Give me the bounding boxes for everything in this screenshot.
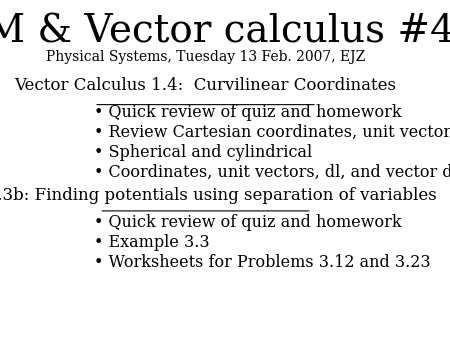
Text: • Review Cartesian coordinates, unit vectors, and dl: • Review Cartesian coordinates, unit vec… <box>94 124 450 141</box>
Text: Ch.3b: Finding potentials using separation of variables: Ch.3b: Finding potentials using separati… <box>0 187 437 204</box>
Text: EM & Vector calculus #4: EM & Vector calculus #4 <box>0 13 450 50</box>
Text: • Spherical and cylindrical: • Spherical and cylindrical <box>94 144 312 161</box>
Text: • Example 3.3: • Example 3.3 <box>94 234 210 251</box>
Text: • Quick review of quiz and homework: • Quick review of quiz and homework <box>94 214 402 231</box>
Text: • Worksheets for Problems 3.12 and 3.23: • Worksheets for Problems 3.12 and 3.23 <box>94 255 431 271</box>
Text: Vector Calculus 1.4:  Curvilinear Coordinates: Vector Calculus 1.4: Curvilinear Coordin… <box>14 77 396 94</box>
Text: • Quick review of quiz and homework: • Quick review of quiz and homework <box>94 104 402 121</box>
Text: Physical Systems, Tuesday 13 Feb. 2007, EJZ: Physical Systems, Tuesday 13 Feb. 2007, … <box>46 50 365 64</box>
Text: • Coordinates, unit vectors, dl, and vector derivatives: • Coordinates, unit vectors, dl, and vec… <box>94 164 450 181</box>
